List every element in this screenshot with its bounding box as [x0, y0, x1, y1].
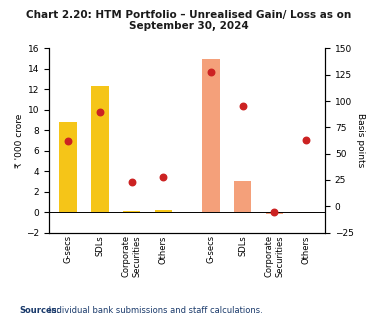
Text: Individual bank submissions and staff calculations.: Individual bank submissions and staff ca… [46, 306, 263, 315]
Bar [123, 211, 140, 212]
Bar [234, 182, 251, 212]
Bar [297, 212, 315, 213]
Bar [91, 86, 108, 212]
Bar [59, 122, 77, 212]
Point [97, 109, 103, 114]
Point [303, 137, 309, 142]
Bar [155, 210, 172, 212]
Point [129, 180, 135, 185]
Y-axis label: Basis points: Basis points [356, 113, 366, 168]
Point [160, 174, 166, 179]
Text: Chart 2.20: HTM Portfolio – Unrealised Gain/ Loss as on
September 30, 2024: Chart 2.20: HTM Portfolio – Unrealised G… [26, 10, 352, 31]
Bar [266, 212, 283, 214]
Point [208, 69, 214, 74]
Point [271, 209, 277, 214]
Text: Sources:: Sources: [19, 306, 60, 315]
Point [65, 139, 71, 144]
Point [240, 104, 246, 109]
Bar [202, 59, 220, 212]
Y-axis label: ₹ '000 crore: ₹ '000 crore [14, 113, 23, 168]
